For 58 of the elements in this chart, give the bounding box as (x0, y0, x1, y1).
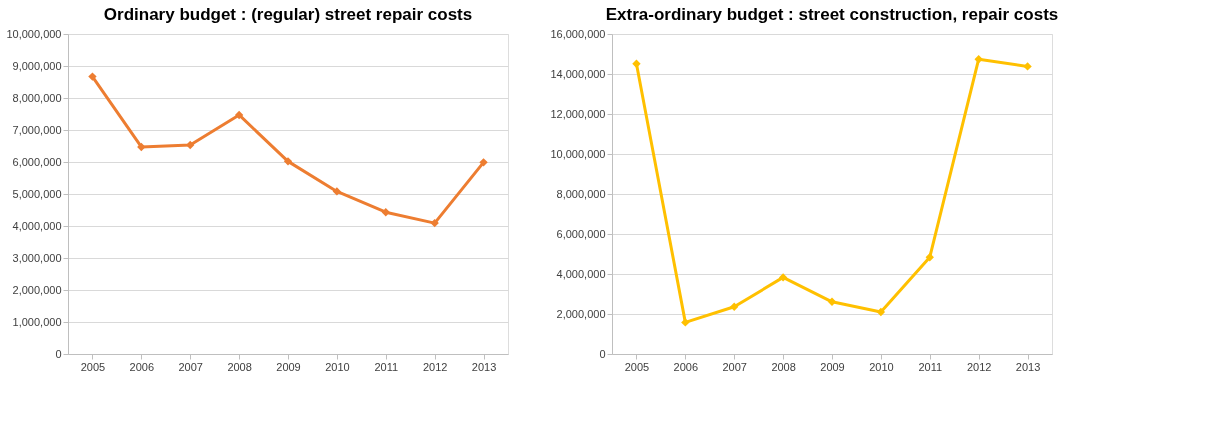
x-tick-label: 2009 (276, 360, 301, 373)
x-tick-label: 2011 (918, 360, 943, 373)
x-tick-label: 2008 (771, 360, 796, 373)
y-tick-label: 2,000,000 (556, 307, 606, 320)
y-tick-label: 10,000,000 (6, 27, 62, 40)
point (283, 157, 293, 166)
point (137, 142, 146, 152)
y-tick-label: 4,000,000 (556, 267, 606, 280)
y-tick-label: 14,000,000 (550, 67, 606, 80)
point (632, 59, 641, 68)
chart-title: Extra-ordinary budget : street construction, repair costs (605, 5, 1059, 24)
point (381, 208, 390, 217)
x-tick-label: 2006 (673, 360, 699, 373)
x-tick-label: 2005 (80, 360, 106, 373)
y-tick-label: 9,000,000 (12, 59, 62, 72)
x-tick-label: 2013 (1015, 360, 1041, 373)
y-tick-label: 16,000,000 (550, 27, 606, 40)
x-tick-label: 2013 (471, 360, 497, 373)
x-tick-label: 2007 (178, 360, 203, 373)
x-tick-label: 2010 (869, 360, 894, 373)
y-tick-label: 8,000,000 (12, 91, 62, 104)
y-tick-label: 5,000,000 (12, 187, 62, 200)
point (925, 253, 934, 262)
point (876, 307, 886, 317)
point (681, 318, 690, 327)
y-tick-label: 3,000,000 (12, 251, 62, 264)
y-tick-label: 8,000,000 (556, 187, 606, 200)
y-tick-label: 6,000,000 (12, 155, 62, 168)
point (827, 297, 837, 306)
y-tick-label: 2,000,000 (12, 283, 62, 296)
y-tick-label: 12,000,000 (550, 107, 606, 120)
y-tick-label: 0 (599, 347, 606, 360)
y-tick-label: 0 (55, 347, 62, 360)
point (186, 140, 195, 150)
point (430, 218, 439, 228)
x-tick-label: 2012 (966, 360, 992, 373)
x-tick-label: 2011 (374, 360, 399, 373)
point (1023, 62, 1032, 71)
point (974, 55, 983, 64)
point (479, 158, 488, 167)
chart-title: Ordinary budget : (regular) street repair costs (103, 5, 473, 24)
x-tick-label: 2009 (820, 360, 845, 373)
x-tick-label: 2005 (624, 360, 650, 373)
x-tick-label: 2006 (129, 360, 155, 373)
point (332, 187, 342, 196)
point (88, 72, 97, 81)
x-tick-label: 2012 (422, 360, 448, 373)
x-tick-label: 2010 (325, 360, 350, 373)
x-tick-label: 2008 (227, 360, 252, 373)
y-tick-label: 7,000,000 (12, 123, 62, 136)
y-tick-label: 1,000,000 (12, 315, 62, 328)
point (730, 302, 739, 311)
point (234, 110, 244, 120)
x-tick-label: 2007 (722, 360, 747, 373)
y-tick-label: 6,000,000 (556, 227, 606, 240)
y-tick-label: 10,000,000 (550, 147, 606, 160)
point (778, 273, 788, 282)
y-tick-label: 4,000,000 (12, 219, 62, 232)
